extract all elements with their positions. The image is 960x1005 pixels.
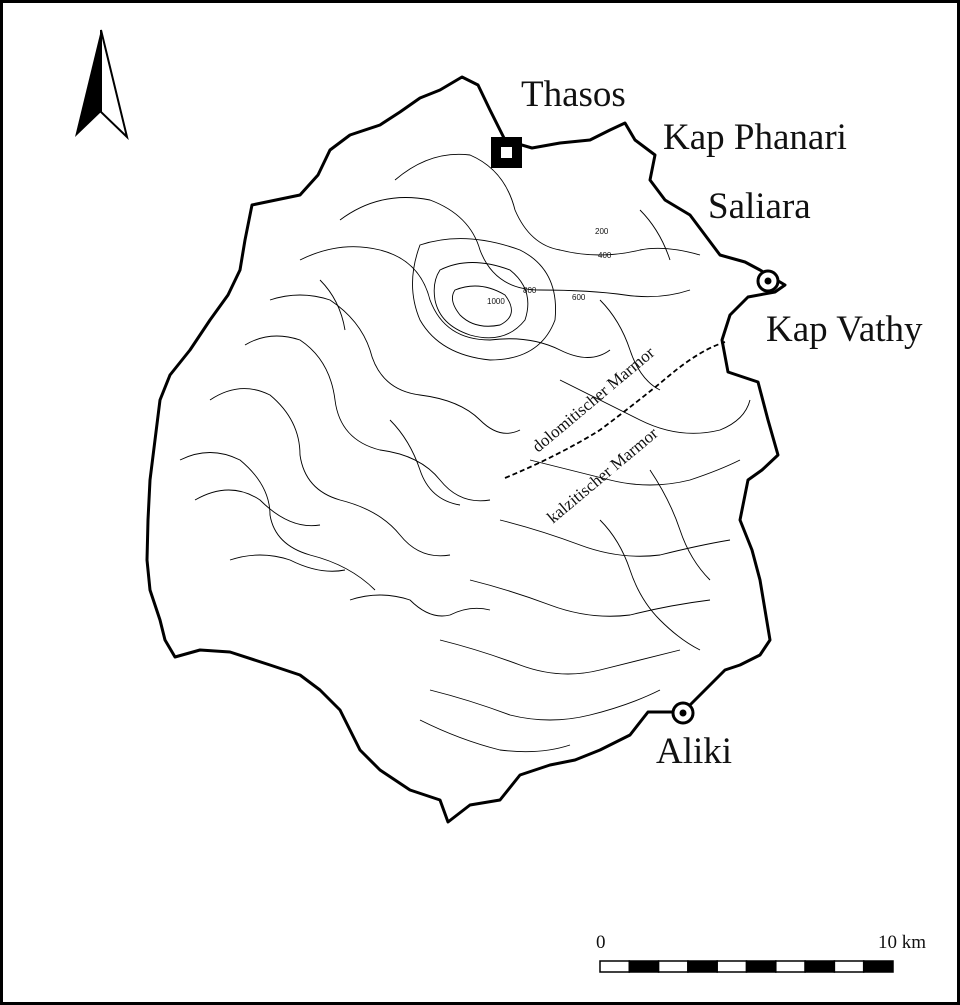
thasos-map: 200 400 600 800 1000 dolomitischer Marmo… <box>75 29 926 973</box>
label-aliki: Aliki <box>656 731 732 772</box>
scale-bar-segment <box>833 960 865 973</box>
scale-bar-segment <box>804 960 836 973</box>
label-saliara: Saliara <box>708 186 811 227</box>
label-thasos: Thasos <box>521 74 626 115</box>
square-town-icon <box>491 137 522 168</box>
boundary-dolomitic <box>504 341 726 479</box>
scale-bar-segment <box>716 960 748 973</box>
contour-label-800: 800 <box>523 286 537 295</box>
contour-label-400: 400 <box>598 251 612 260</box>
island-coastline <box>145 75 787 824</box>
scale-bar-segment <box>745 960 777 973</box>
scale-start-label: 0 <box>596 932 606 953</box>
scale-bar-segment <box>599 960 631 973</box>
scale-end-label: 10 km <box>878 932 926 953</box>
scale-bar-segment <box>862 960 894 973</box>
contour-label-1000: 1000 <box>487 297 505 306</box>
contour-lines <box>179 153 751 753</box>
label-kap-vathy: Kap Vathy <box>766 309 923 350</box>
label-kap-phanari: Kap Phanari <box>663 117 847 158</box>
contour-label-600: 600 <box>572 293 586 302</box>
scale-bar-segment <box>687 960 718 973</box>
circle-dot-quarry-icon <box>756 269 780 293</box>
north-arrow-icon <box>75 29 129 141</box>
circle-dot-quarry-icon <box>671 701 695 725</box>
scale-bar-segment <box>657 960 689 973</box>
scale-bar <box>599 960 894 973</box>
contour-label-200: 200 <box>595 227 609 236</box>
scale-bar-segment <box>628 960 660 973</box>
scale-bar-segment <box>775 960 806 973</box>
